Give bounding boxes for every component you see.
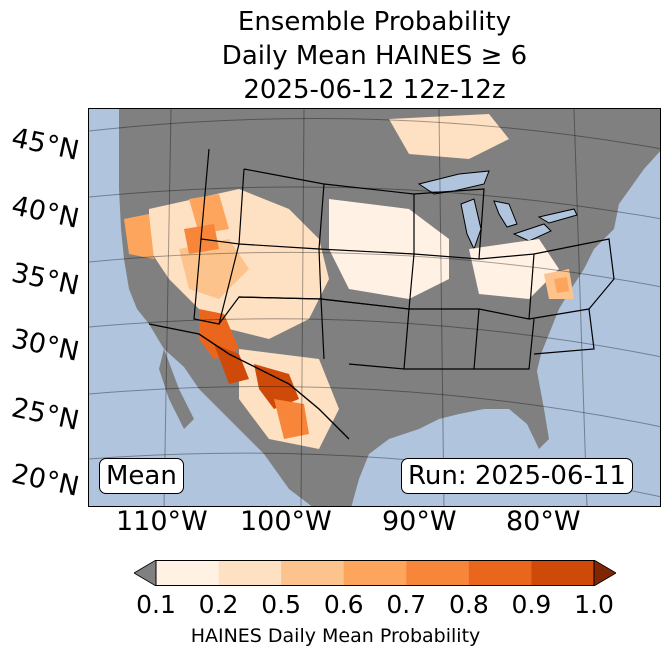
- us-mexico-border: [148, 323, 350, 440]
- colorbar-tick-label: 0.8: [448, 590, 489, 619]
- lat-label-20: 20°N: [8, 458, 82, 503]
- colorbar-segment: [281, 560, 345, 586]
- probability-map: Mean Run: 2025-06-11: [88, 108, 661, 507]
- lat-label-40: 40°N: [8, 190, 82, 235]
- colorbar: [134, 560, 616, 586]
- colorbar-tick-label: 0.6: [323, 590, 364, 619]
- lat-label-35: 35°N: [8, 257, 82, 302]
- title-line-2: Daily Mean HAINES ≥ 6: [221, 41, 528, 71]
- colorbar-segment: [343, 560, 407, 586]
- lon-label-80: 80°W: [506, 506, 581, 537]
- colorbar-tick-label: 0.5: [261, 590, 302, 619]
- colorbar-segment: [531, 560, 595, 586]
- colorbar-tick-label: 0.2: [198, 590, 239, 619]
- colorbar-segments: [156, 560, 595, 586]
- mexico-land: [159, 349, 194, 429]
- title-line-3: 2025-06-12 12z-12z: [243, 75, 506, 105]
- colorbar-segment: [468, 560, 532, 586]
- colorbar-tick-label: 0.9: [511, 590, 552, 619]
- colorbar-tick-label: 0.7: [386, 590, 427, 619]
- run-badge: Run: 2025-06-11: [401, 458, 633, 494]
- colorbar-segment: [406, 560, 470, 586]
- great-lakes: [417, 170, 578, 251]
- colorbar-frame: [155, 560, 595, 586]
- lat-label-30: 30°N: [8, 323, 82, 368]
- lon-label-100: 100°W: [240, 506, 332, 537]
- graticule: [89, 109, 660, 506]
- colorbar-tick-label: 0.1: [136, 590, 176, 619]
- map-canvas: [89, 109, 660, 506]
- lat-label-25: 25°N: [8, 392, 82, 437]
- stat-badge: Mean: [99, 458, 184, 494]
- colorbar-under-arrow: [134, 560, 157, 586]
- colorbar-over-arrow: [593, 560, 616, 586]
- lon-label-90: 90°W: [382, 506, 457, 537]
- lon-label-110: 110°W: [116, 506, 208, 537]
- state-borders: [193, 148, 615, 370]
- colorbar-segment: [156, 560, 220, 586]
- colorbar-segment: [218, 560, 282, 586]
- colorbar-label: HAINES Daily Mean Probability: [190, 625, 481, 647]
- lat-label-45: 45°N: [8, 122, 82, 167]
- colorbar-tick-label: 1.0: [574, 590, 614, 619]
- title-line-1: Ensemble Probability: [237, 7, 512, 37]
